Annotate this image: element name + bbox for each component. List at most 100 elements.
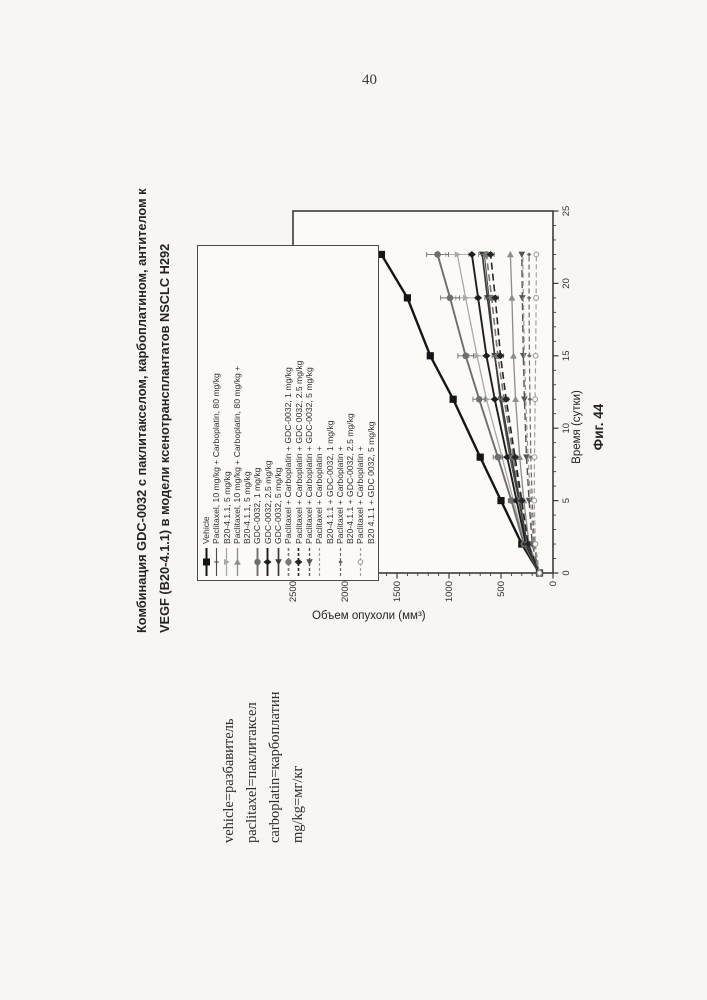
marker-tri-left [518, 251, 526, 259]
marker-tri-left [523, 454, 530, 461]
series-line [528, 254, 541, 574]
marker-circle-open [532, 541, 539, 547]
x-tick-label: 10 [561, 423, 572, 434]
legend-row: Paclitaxel + Carboplatin + GDC-0032, 1 m… [283, 248, 293, 577]
legend-marker-tri-down [224, 548, 231, 576]
x-tick-label: 20 [561, 278, 572, 289]
figure-44: Комбинация GDC-0032 с паклитакселом, кар… [130, 160, 630, 668]
marker-circle-open [531, 497, 538, 504]
y-tick-label: 1000 [444, 581, 455, 602]
legend-label: B20-4.1.1, 5 mg/kg [221, 471, 232, 544]
legend-row: Paclitaxel + Carboplatin + B20-4.1.1 + GD… [314, 248, 335, 577]
marker-square [449, 395, 457, 403]
marker-tri-left [521, 396, 528, 403]
legend-label: Paclitaxel + Carboplatin + GDC 0032, 2.5… [293, 360, 304, 544]
legend-label: Paclitaxel + Carboplatin + [334, 446, 345, 544]
legend-marker-circle [285, 548, 292, 576]
marker-tri-down [474, 352, 481, 359]
legend-label: Paclitaxel + Carboplatin + [355, 446, 366, 544]
marker-circle-open [531, 454, 538, 461]
marker-tri-down [463, 294, 470, 302]
rect [202, 558, 210, 566]
marker-circle-open [532, 352, 539, 359]
marker-tri-right [516, 453, 524, 460]
marker-circle [483, 251, 490, 258]
legend-label: Paclitaxel + Carboplatin + GDC-0032, 1 m… [283, 367, 294, 544]
marker-diamond [502, 395, 511, 403]
marker-circle [462, 352, 469, 360]
legend-marker-circle [254, 548, 261, 576]
marker-diamond [496, 352, 505, 360]
marker-square [426, 352, 434, 360]
legend-marker-tri-left [274, 548, 282, 576]
marker-tri-down [454, 251, 461, 258]
legend-marker-tri-left [305, 548, 313, 576]
y-tick-label: 2000 [340, 581, 351, 602]
legend-row: Paclitaxel + Carboplatin + GDC 0032, 2.5… [294, 248, 304, 577]
figure-caption: Фиг. 44 [591, 403, 606, 451]
legend-label-cont: B20-4.1.1, 5 mg/kg [242, 471, 253, 544]
legend-label: GDC-0032, 5 mg/kg [273, 467, 284, 544]
marker-square [377, 250, 386, 259]
legend-row: GDC-0032, 2.5 mg/kg [263, 248, 273, 577]
legend-marker-plus [214, 548, 219, 576]
marker-circle-open [536, 570, 543, 576]
legend-label: Paclitaxel + Carboplatin + GDC-0032, 5 m… [303, 367, 314, 544]
marker-tri-right [508, 294, 516, 301]
x-tick-label: 0 [561, 570, 572, 575]
series-line [533, 254, 541, 574]
series-line [489, 254, 541, 574]
marker-square [497, 496, 505, 505]
legend-label: GDC-0032, 2.5 mg/kg [262, 460, 273, 544]
x-tick-label: 15 [561, 351, 572, 362]
marker-circle [475, 395, 483, 403]
marker-tri-left [518, 295, 526, 302]
series-line [470, 254, 541, 574]
legend-row: Paclitaxel + Carboplatin + B20-4.1.1 + GD… [335, 248, 356, 577]
note-mgkg: mg/kg=мг/кг [290, 765, 306, 843]
marker-square [403, 294, 411, 302]
legend-row: Paclitaxel, 10 mg/kg + Carboplatin, 80 m… [232, 248, 253, 577]
path [294, 558, 303, 566]
marker-diamond [467, 251, 476, 258]
legend-marker-diamond-small [337, 548, 343, 576]
legend-row: Paclitaxel + Carboplatin + B20 4.1.1 + GD… [355, 248, 376, 577]
marker-diamond-small [528, 455, 534, 460]
legend-marker-square [202, 548, 210, 576]
marker-circle [446, 294, 454, 302]
series-line [436, 254, 541, 574]
marker-tri-right [512, 395, 519, 403]
legend-row: Paclitaxel + Carboplatin + GDC-0032, 5 m… [304, 248, 314, 577]
marker-diamond [486, 251, 495, 258]
marker-circle [434, 251, 441, 258]
legend-row: GDC-0032, 5 mg/kg [273, 248, 283, 577]
legend-row: GDC-0032, 1 mg/kg [252, 248, 262, 577]
y-tick-label: 0 [548, 581, 559, 586]
marker-diamond-small [526, 353, 532, 358]
path [337, 560, 343, 564]
marker-circle-open [533, 294, 540, 301]
legend-label: GDC-0032, 1 mg/kg [252, 467, 263, 544]
marker-tri-left [519, 353, 527, 360]
circle [285, 558, 292, 566]
circle [254, 558, 261, 566]
path [263, 558, 272, 566]
marker-circle [494, 453, 502, 461]
translation-notes: vehicle=разбавитель paclitaxel=паклитакс… [218, 643, 318, 843]
marker-diamond [491, 294, 500, 302]
marker-diamond [482, 352, 491, 360]
marker-diamond [474, 294, 483, 302]
legend-label-cont: B20-4.1.1 + GDC-0032, 2.5 mg/kg [345, 413, 356, 544]
y-tick-label: 500 [496, 581, 507, 597]
legend-label: Paclitaxel, 10 mg/kg + Carboplatin, 80 m… [231, 365, 242, 544]
legend-label: Paclitaxel + Carboplatin + [314, 446, 325, 544]
marker-circle-open [533, 251, 540, 258]
path [305, 559, 313, 566]
marker-diamond [490, 395, 499, 403]
marker-circle-open [532, 396, 539, 403]
series-line [456, 254, 541, 574]
marker-square [476, 453, 484, 461]
note-carboplatin: carboplatin=карбоплатин [267, 691, 283, 843]
y-axis-label: Объем опухоли (мм³) [312, 610, 426, 622]
legend-label: Vehicle [201, 516, 211, 544]
